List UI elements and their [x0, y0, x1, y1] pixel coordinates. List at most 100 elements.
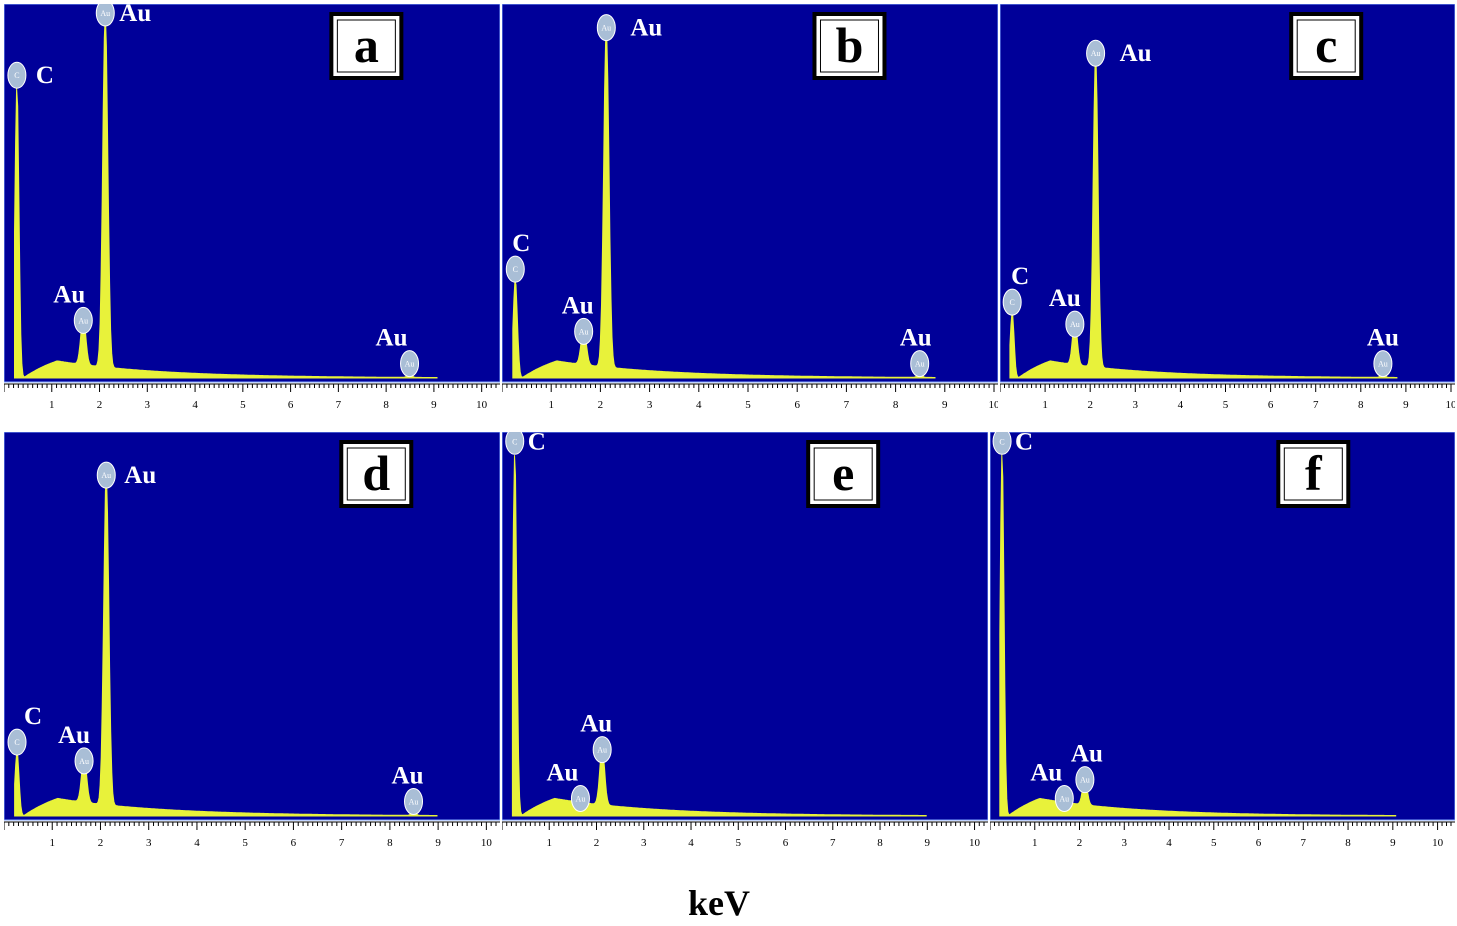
x-tick-label: 4 [696, 399, 702, 411]
x-tick-label: 2 [1087, 399, 1093, 411]
peak-marker-text: Au [405, 360, 415, 369]
x-tick-label: 9 [942, 399, 948, 411]
x-tick-label: 2 [594, 837, 600, 849]
x-tick-label: 5 [1211, 837, 1217, 849]
peak-marker-text: Au [579, 327, 589, 336]
x-tick-label: 2 [97, 399, 103, 411]
peak-label: Au [376, 325, 408, 352]
x-tick-label: 5 [745, 399, 751, 411]
panel-letter: f [1305, 445, 1323, 501]
x-tick-label: 6 [291, 837, 297, 849]
peak-marker [1075, 766, 1095, 794]
peak-marker-text: Au [79, 757, 89, 766]
peak-label: Au [1120, 40, 1152, 67]
peak-label: Au [392, 762, 424, 789]
peak-marker-text: C [1010, 298, 1015, 307]
x-tick-label: 7 [339, 837, 345, 849]
peak-marker-text: Au [78, 316, 88, 325]
peak-marker-text: C [512, 437, 517, 446]
panel-letter-frame [346, 447, 406, 501]
panel-letter-frame [336, 19, 396, 73]
panel-letter: e [832, 445, 854, 501]
panel-letter-box [329, 12, 404, 80]
x-tick-label: 5 [242, 837, 248, 849]
x-tick-label: 7 [336, 399, 342, 411]
peak-marker-text: C [14, 738, 19, 747]
peak-marker-text: C [999, 437, 1004, 446]
peak-label: Au [900, 325, 932, 352]
x-tick-label: 1 [1032, 837, 1038, 849]
peak-marker [1054, 784, 1074, 812]
x-tick-label: 4 [688, 837, 694, 849]
x-tick-label: 5 [240, 399, 246, 411]
x-tick-label: 9 [431, 399, 437, 411]
x-tick-label: 7 [1301, 837, 1307, 849]
peak-label: Au [630, 15, 662, 42]
peak-marker [570, 784, 590, 812]
spectrum-panel-d: 1 2 3 4 5 6 7 8 9 10 CC Au Au Au Au Au Au d [4, 432, 500, 849]
x-tick-label: 8 [383, 399, 389, 411]
spectrum-panel-b: 1 2 3 4 5 6 7 8 9 10 CC Au Au Au Au Au Au b [502, 4, 998, 411]
x-tick-label: 3 [146, 837, 152, 849]
peak-marker [574, 317, 594, 345]
peak-label: Au [562, 292, 594, 319]
x-tick-label: 10 [969, 837, 981, 849]
x-tick-label: 3 [145, 399, 151, 411]
peak-marker-text: Au [1080, 776, 1090, 785]
peak-marker [1086, 39, 1106, 67]
spectrum-panel-a: 1 2 3 4 5 6 7 8 9 10 C C Au Au Au Au Au Au a [4, 4, 500, 411]
peak-marker-text: Au [409, 797, 419, 806]
x-tick-label: 1 [49, 837, 55, 849]
x-tick-label: 2 [598, 399, 604, 411]
x-tick-label: 9 [435, 837, 441, 849]
peak-marker-text: Au [1378, 360, 1388, 369]
x-tick-label: 2 [98, 837, 104, 849]
x-tick-label: 9 [925, 837, 931, 849]
x-tick-label: 9 [1403, 399, 1409, 411]
x-tick-label: 6 [783, 837, 789, 849]
panel-letter-frame [813, 447, 873, 501]
x-tick-label: 8 [1358, 399, 1364, 411]
x-tick-label: 6 [1256, 837, 1262, 849]
panel-letter: a [354, 17, 379, 73]
x-axis-title: keV [688, 883, 750, 923]
panel-letter: c [1315, 17, 1337, 73]
panel-letter-box [812, 12, 887, 80]
x-tick-label: 3 [1133, 399, 1139, 411]
x-tick-label: 4 [1166, 837, 1172, 849]
x-tick-label: 7 [1313, 399, 1319, 411]
panel-letter: b [836, 17, 864, 73]
x-tick-label: 4 [192, 399, 198, 411]
peak-marker [505, 255, 525, 283]
peak-marker [96, 461, 116, 489]
plot-background [502, 432, 988, 821]
x-tick-label: 1 [1042, 399, 1048, 411]
panel-letter-frame [1296, 19, 1356, 73]
peak-label: C [1011, 263, 1029, 290]
x-tick-label: 4 [194, 837, 200, 849]
peak-marker [7, 728, 27, 756]
x-tick-label: 10 [481, 837, 493, 849]
peak-label: Au [124, 462, 156, 489]
peak-marker [404, 787, 424, 815]
peak-marker [592, 736, 612, 764]
peak-marker [74, 747, 94, 775]
peak-marker [73, 306, 93, 334]
peak-label: Au [1367, 325, 1399, 352]
peak-label: Au [119, 4, 151, 27]
peak-marker [7, 61, 27, 89]
peak-marker [95, 4, 115, 27]
x-tick-label: 7 [830, 837, 836, 849]
panel-letter: d [362, 445, 390, 501]
x-tick-label: 6 [1268, 399, 1274, 411]
panel-letter-box [1276, 440, 1351, 508]
peak-label: Au [546, 759, 578, 786]
x-tick-label: 3 [1122, 837, 1128, 849]
peak-marker-text: Au [597, 746, 607, 755]
spectrum-panel-f: 1 2 3 4 5 6 7 8 9 10 C C Au Au Au Au f [990, 432, 1455, 849]
panel-letter-frame [1283, 447, 1343, 501]
peak-marker [505, 432, 525, 455]
x-tick-label: 3 [641, 837, 647, 849]
peak-marker-text: Au [1070, 320, 1080, 329]
peak-marker-text: Au [1059, 794, 1069, 803]
